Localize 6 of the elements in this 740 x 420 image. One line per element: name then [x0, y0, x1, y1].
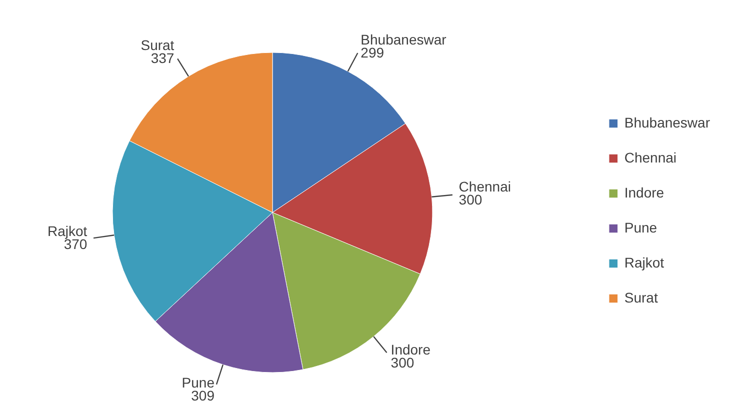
legend-label: Pune [624, 220, 658, 236]
legend-label: Bhubaneswar [624, 114, 710, 130]
legend-label: Rajkot [624, 254, 664, 270]
legend-label: Indore [624, 184, 664, 200]
legend-label: Surat [624, 290, 658, 306]
legend-label: Chennai [624, 150, 677, 166]
